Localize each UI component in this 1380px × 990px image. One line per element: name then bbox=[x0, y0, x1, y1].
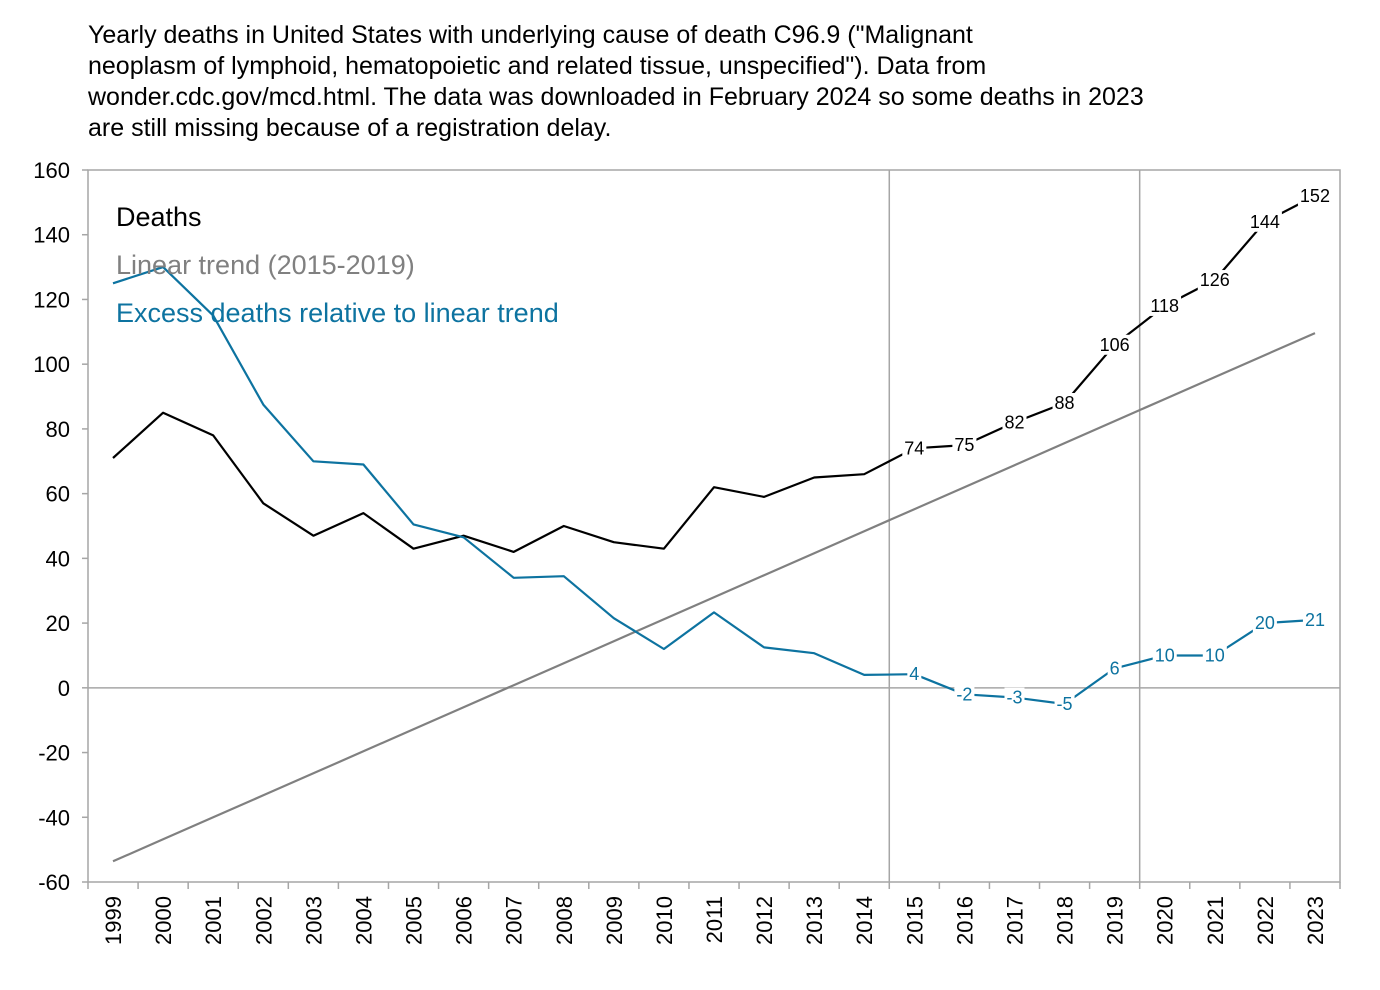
excess-label-2021: 10 bbox=[1205, 645, 1225, 665]
title-line-1: Yearly deaths in United States with unde… bbox=[88, 21, 973, 49]
x-tick-label-2013: 2013 bbox=[802, 896, 827, 945]
x-tick-label-2021: 2021 bbox=[1203, 896, 1228, 945]
x-tick-label-2014: 2014 bbox=[852, 896, 877, 945]
y-tick-label: 100 bbox=[33, 352, 70, 377]
data-label-bg bbox=[1097, 334, 1132, 355]
data-label-bg bbox=[954, 684, 975, 705]
x-tick-label-2003: 2003 bbox=[301, 896, 326, 945]
x-tick-label-2004: 2004 bbox=[351, 896, 376, 945]
data-label-bg bbox=[952, 435, 977, 456]
data-label-bg bbox=[1152, 645, 1177, 666]
excess-label-2022: 20 bbox=[1255, 613, 1275, 633]
excess-label-2023: 21 bbox=[1305, 610, 1325, 630]
x-tick-label-2016: 2016 bbox=[952, 896, 977, 945]
deaths-label-2021: 126 bbox=[1200, 270, 1230, 290]
chart-title: Yearly deaths in United States with unde… bbox=[88, 20, 1348, 144]
data-label-bg bbox=[1247, 211, 1282, 232]
excess-deaths-line bbox=[112, 266, 1316, 706]
data-label-bg bbox=[907, 664, 922, 685]
data-label-bg bbox=[1202, 645, 1227, 666]
data-label-bg bbox=[1297, 185, 1332, 206]
x-tick-label-2007: 2007 bbox=[502, 896, 527, 945]
y-tick-label: 60 bbox=[46, 482, 70, 507]
data-label-bg bbox=[1107, 658, 1122, 679]
deaths-label-2016: 75 bbox=[954, 435, 974, 455]
data-label-bg bbox=[902, 438, 927, 459]
legend-excess-deaths: Excess deaths relative to linear trend bbox=[116, 298, 559, 328]
x-tick-label-2015: 2015 bbox=[902, 896, 927, 945]
data-label-bg bbox=[1197, 270, 1232, 291]
x-tick-label-2006: 2006 bbox=[452, 896, 477, 945]
data-label-bg bbox=[1052, 393, 1077, 414]
legend-deaths: Deaths bbox=[116, 202, 202, 232]
linear-trend-line bbox=[112, 332, 1316, 863]
x-tick-label-2010: 2010 bbox=[652, 896, 677, 945]
y-tick-label: 20 bbox=[46, 611, 70, 636]
deaths-label-2023: 152 bbox=[1300, 186, 1330, 206]
x-tick-label-2011: 2011 bbox=[702, 896, 727, 943]
x-tick-label-1999: 1999 bbox=[101, 896, 126, 945]
excess-label-2019: 6 bbox=[1110, 658, 1120, 678]
data-label-bg bbox=[1004, 687, 1025, 708]
plot-frame bbox=[87, 169, 1341, 883]
x-tick-label-2001: 2001 bbox=[201, 896, 226, 945]
x-tick-label-2017: 2017 bbox=[1002, 896, 1027, 945]
deaths-label-2015: 74 bbox=[904, 438, 924, 458]
data-label-bg bbox=[1054, 694, 1075, 714]
data-label-bg bbox=[1148, 295, 1182, 316]
data-label-bg bbox=[1252, 613, 1277, 634]
x-tick-label-2022: 2022 bbox=[1253, 896, 1278, 945]
y-tick-label: 0 bbox=[58, 676, 70, 701]
y-tick-label: 140 bbox=[33, 223, 70, 248]
x-tick-label-2009: 2009 bbox=[602, 896, 627, 945]
x-tick-label-2005: 2005 bbox=[402, 896, 427, 945]
y-tick-label: -20 bbox=[38, 741, 70, 766]
x-tick-label-2012: 2012 bbox=[752, 896, 777, 945]
excess-label-2016: -2 bbox=[956, 684, 972, 704]
y-tick-label: 160 bbox=[33, 158, 70, 183]
excess-label-2015: 4 bbox=[909, 664, 919, 684]
excess-label-2017: -3 bbox=[1006, 688, 1022, 708]
y-tick-label: 40 bbox=[46, 546, 70, 571]
x-tick-label-2008: 2008 bbox=[552, 896, 577, 945]
x-tick-label-2018: 2018 bbox=[1053, 896, 1078, 945]
data-label-bg bbox=[1002, 412, 1027, 433]
title-line-4: are still missing because of a registrat… bbox=[88, 114, 612, 142]
deaths-label-2022: 144 bbox=[1250, 212, 1280, 232]
x-tick-label-2020: 2020 bbox=[1153, 896, 1178, 945]
legend-linear-trend: Linear trend (2015-2019) bbox=[116, 250, 415, 280]
x-tick-label-2023: 2023 bbox=[1303, 896, 1328, 945]
deaths-label-2017: 82 bbox=[1004, 412, 1024, 432]
deaths-label-2018: 88 bbox=[1055, 393, 1075, 413]
data-label-bg bbox=[1302, 609, 1327, 630]
title-line-3: wonder.cdc.gov/mcd.html. The data was do… bbox=[88, 83, 1144, 111]
deaths-label-2019: 106 bbox=[1100, 335, 1130, 355]
deaths-label-2020: 118 bbox=[1150, 296, 1179, 316]
y-tick-label: 120 bbox=[33, 287, 70, 312]
title-line-2: neoplasm of lymphoid, hematopoietic and … bbox=[88, 52, 987, 80]
y-tick-label: -40 bbox=[38, 805, 70, 830]
excess-label-2018: -5 bbox=[1057, 694, 1073, 714]
y-tick-label: -60 bbox=[38, 870, 70, 895]
x-tick-label-2002: 2002 bbox=[251, 896, 276, 945]
y-tick-label: 80 bbox=[46, 417, 70, 442]
excess-label-2020: 10 bbox=[1155, 645, 1175, 665]
x-tick-label-2000: 2000 bbox=[151, 896, 176, 945]
x-tick-label-2019: 2019 bbox=[1103, 896, 1128, 945]
